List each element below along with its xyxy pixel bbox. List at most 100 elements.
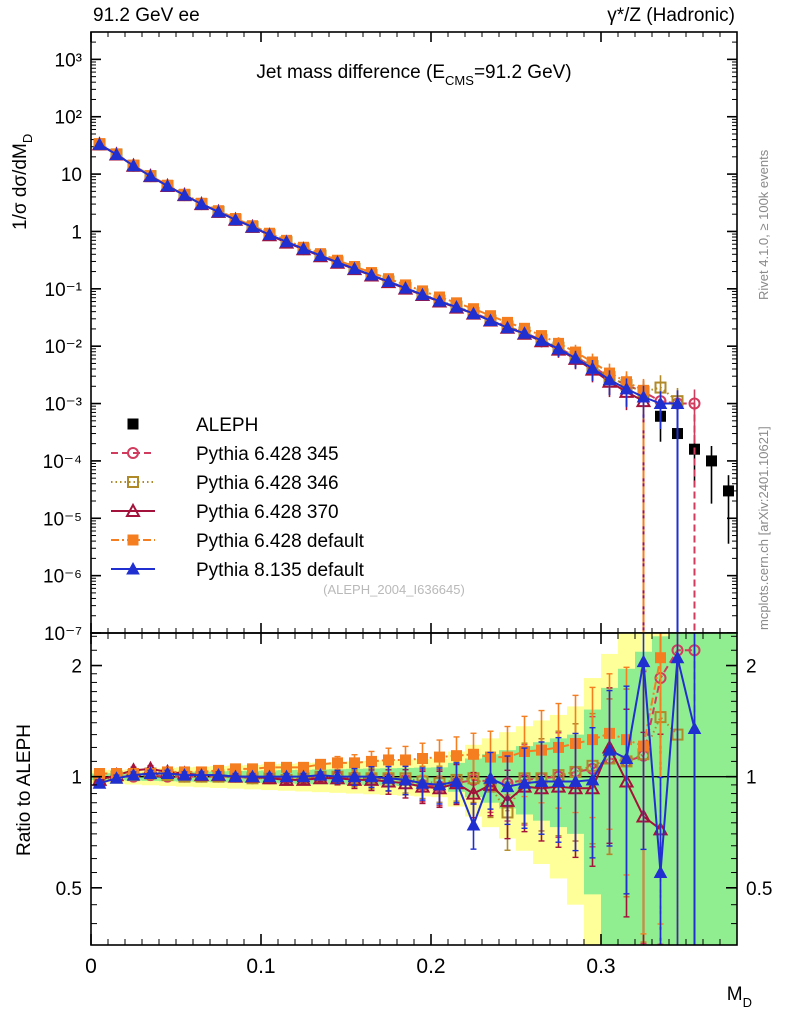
ratio-ytick-label: 0.5 bbox=[56, 879, 82, 900]
data-point-filled-triangle bbox=[653, 396, 668, 410]
data-point-filled-triangle bbox=[432, 294, 447, 307]
ratio-point-filled-triangle bbox=[687, 721, 702, 735]
data-point-filled-triangle bbox=[143, 169, 158, 182]
ratio-point-filled-triangle bbox=[143, 766, 158, 780]
legend-item-pythia-6-428-345[interactable]: Pythia 6.428 345 bbox=[111, 444, 339, 465]
main-ylabel-text: 1/σ dσ/dM bbox=[10, 143, 31, 230]
data-point-filled-triangle bbox=[109, 147, 124, 160]
legend-marker-open-circle bbox=[127, 447, 139, 459]
series-line bbox=[98, 143, 679, 633]
ratio-point-filled-triangle bbox=[551, 774, 566, 788]
ratio-point-filled-triangle bbox=[432, 777, 447, 791]
data-point-filled-triangle bbox=[330, 255, 345, 268]
main-ytick-label: 1 bbox=[71, 222, 82, 243]
data-point-filled-triangle bbox=[347, 261, 362, 275]
plot-title: Jet mass difference (ECMS=91.2 GeV) bbox=[256, 62, 571, 88]
xtick-label: 0 bbox=[85, 955, 97, 978]
data-point-filled-triangle bbox=[126, 158, 141, 172]
series-line bbox=[98, 143, 696, 633]
data-point-filled-triangle bbox=[500, 320, 515, 334]
data-point-filled-triangle bbox=[313, 248, 328, 262]
legend-label: ALEPH bbox=[196, 415, 258, 436]
legend-item-aleph[interactable]: ALEPH bbox=[127, 415, 258, 436]
plot-title-main: Jet mass difference (E bbox=[256, 62, 445, 83]
legend-item-pythia-6-428-346[interactable]: Pythia 6.428 346 bbox=[111, 473, 339, 494]
ratio-ytick-label-right: 2 bbox=[746, 657, 757, 678]
xtick-label: 0.2 bbox=[416, 955, 445, 978]
ratio-point-filled-triangle bbox=[602, 743, 617, 756]
main-ylabel: 1/σ dσ/dMD bbox=[10, 134, 35, 230]
data-point-filled-triangle bbox=[296, 241, 311, 255]
ratio-point-filled-triangle bbox=[330, 769, 345, 783]
ratio-ylabel: Ratio to ALEPH bbox=[14, 724, 35, 856]
xaxis-label-main: M bbox=[727, 984, 743, 1005]
header-right-label: γ*/Z (Hadronic) bbox=[607, 5, 735, 26]
ratio-point-filled-square bbox=[383, 754, 394, 766]
ratio-point-filled-square bbox=[451, 750, 462, 762]
data-point-filled-triangle bbox=[364, 267, 379, 281]
ratio-point-filled-triangle bbox=[398, 772, 413, 786]
legend-marker-filled-square bbox=[127, 534, 139, 546]
plot-title-rest: =91.2 GeV) bbox=[474, 62, 572, 83]
data-point-filled-triangle bbox=[177, 188, 192, 201]
data-point-filled-triangle bbox=[585, 361, 600, 374]
ratio-point-filled-triangle bbox=[500, 779, 515, 793]
ratio-point-filled-triangle bbox=[160, 766, 175, 780]
legend-marker-open-triangle bbox=[125, 502, 141, 517]
ratio-point-filled-triangle bbox=[109, 771, 124, 784]
data-point-filled-triangle bbox=[449, 300, 464, 313]
main-ytick-label: 10⁻⁶ bbox=[43, 567, 82, 588]
data-point-filled-triangle bbox=[211, 204, 226, 218]
legend-marker-open-square bbox=[127, 476, 139, 488]
data-point-filled-triangle bbox=[415, 287, 430, 301]
legend-label: Pythia 6.428 345 bbox=[196, 444, 339, 465]
svg-text:Rivet 4.1.0, ≥ 100k events: Rivet 4.1.0, ≥ 100k events bbox=[756, 149, 771, 300]
ratio-point-filled-triangle bbox=[517, 776, 532, 789]
legend-label: Pythia 8.135 default bbox=[196, 560, 365, 581]
data-point-filled-triangle bbox=[92, 137, 107, 150]
plot-title-sub: CMS bbox=[445, 73, 474, 88]
ratio-ytick-label: 2 bbox=[71, 657, 82, 678]
main-series-group bbox=[91, 136, 734, 633]
legend-item-pythia-6-428-default[interactable]: Pythia 6.428 default bbox=[111, 531, 365, 552]
legend: ALEPH Pythia 6.428 345 Pythia 6.428 346 Pyt… bbox=[111, 415, 365, 581]
data-point-filled-triangle bbox=[551, 341, 566, 355]
main-ylabel-sub: D bbox=[20, 134, 35, 143]
ratio-point-filled-triangle bbox=[194, 768, 209, 781]
legend-marker-filled-triangle bbox=[126, 561, 140, 575]
ratio-point-filled-triangle bbox=[381, 771, 396, 784]
main-ytick-label: 10 bbox=[61, 165, 82, 186]
series-pythia-6-428-346 bbox=[93, 138, 684, 633]
main-ytick-label: 10⁻⁴ bbox=[43, 452, 82, 473]
legend-marker-filled-square bbox=[127, 418, 139, 430]
analysis-watermark: (ALEPH_2004_I636645) bbox=[323, 582, 465, 597]
ratio-point-filled-triangle bbox=[262, 769, 277, 783]
header-left-label: 91.2 GeV ee bbox=[93, 5, 200, 26]
ratio-point-filled-triangle bbox=[585, 772, 600, 786]
legend-item-pythia-8-135-default[interactable]: Pythia 8.135 default bbox=[111, 560, 365, 581]
legend-item-pythia-6-428-370[interactable]: Pythia 6.428 370 bbox=[111, 502, 339, 523]
ratio-point-filled-triangle bbox=[466, 817, 481, 831]
svg-text:mcplots.cern.ch [arXiv:2401.10: mcplots.cern.ch [arXiv:2401.10621] bbox=[756, 426, 771, 630]
main-plot-panel: 10³ 10² 10 1 10⁻¹ 10⁻² 10⁻³ 10⁻⁴ 10⁻⁵ 10⁻⁶ 10⁻⁷ bbox=[43, 31, 738, 645]
ratio-point-filled-triangle bbox=[364, 769, 379, 783]
data-point-filled-triangle bbox=[245, 219, 260, 233]
main-ytick-label: 10⁻³ bbox=[45, 395, 83, 416]
ratio-plot-panel: 0.5 0.5 1 1 2 2 0 0.1 0.2 0.3 bbox=[56, 632, 772, 978]
ratio-point-filled-square bbox=[349, 757, 360, 769]
data-point-filled-triangle bbox=[160, 178, 175, 192]
ratio-point-open-triangle bbox=[465, 785, 482, 800]
data-point-filled-triangle bbox=[279, 234, 294, 248]
data-point-filled-triangle bbox=[381, 274, 396, 288]
ratio-point-filled-square bbox=[417, 753, 428, 765]
xtick-label: 0.3 bbox=[586, 955, 615, 978]
ratio-point-filled-triangle bbox=[347, 769, 362, 783]
ratio-ytick-label: 1 bbox=[71, 768, 82, 789]
ratio-point-filled-triangle bbox=[228, 769, 243, 783]
data-point-open-circle bbox=[688, 397, 701, 410]
legend-label: Pythia 6.428 default bbox=[196, 531, 365, 552]
ratio-point-filled-triangle bbox=[534, 774, 549, 788]
ratio-point-filled-triangle bbox=[126, 768, 141, 781]
ratio-point-filled-square bbox=[332, 757, 343, 769]
ratio-point-filled-triangle bbox=[313, 768, 328, 781]
